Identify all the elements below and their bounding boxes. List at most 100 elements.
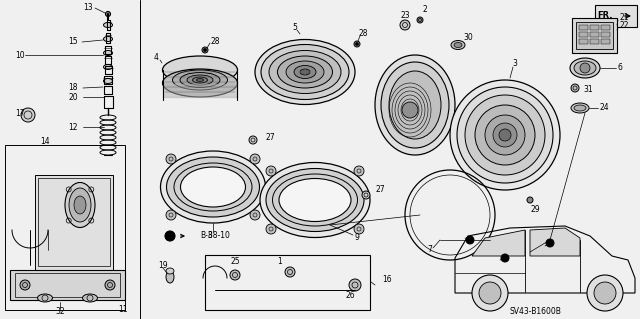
Text: 29: 29 [530,205,540,214]
Ellipse shape [260,162,370,238]
Circle shape [41,176,69,204]
Circle shape [527,197,533,203]
Bar [38,178,110,266]
Circle shape [166,210,176,220]
Circle shape [571,84,579,92]
Circle shape [230,270,240,280]
Circle shape [499,129,511,141]
Ellipse shape [104,23,113,27]
Circle shape [355,42,358,46]
Circle shape [580,63,590,73]
Text: 4: 4 [153,54,158,63]
Text: SV43-B1600B: SV43-B1600B [509,308,561,316]
Circle shape [250,210,260,220]
Circle shape [51,186,59,194]
Text: 27: 27 [375,186,385,195]
Bar [590,25,599,30]
Text: 32: 32 [55,308,65,316]
Ellipse shape [454,42,462,48]
Ellipse shape [266,168,364,232]
Text: 27: 27 [265,133,275,143]
Circle shape [417,17,423,23]
Ellipse shape [571,103,589,113]
Circle shape [485,115,525,155]
Polygon shape [472,230,525,256]
Text: 15: 15 [68,38,78,47]
Circle shape [249,136,257,144]
Circle shape [266,224,276,234]
Bar [35,175,113,270]
Circle shape [501,254,509,262]
Ellipse shape [104,36,113,41]
Text: 30: 30 [463,33,473,42]
Text: 7: 7 [428,246,433,255]
Ellipse shape [574,61,596,75]
Circle shape [106,11,111,17]
Bar [595,5,637,27]
Text: 3: 3 [513,58,517,68]
Text: 25: 25 [230,257,240,266]
Bar [601,39,610,44]
Ellipse shape [166,268,174,274]
Text: 20: 20 [68,93,78,101]
Circle shape [450,80,560,190]
Circle shape [165,231,175,241]
Ellipse shape [173,70,227,90]
Ellipse shape [104,78,113,84]
Bar [579,32,588,37]
Ellipse shape [163,69,237,97]
Text: B-38-10: B-38-10 [200,232,230,241]
Ellipse shape [180,72,220,87]
Ellipse shape [381,62,449,148]
Circle shape [21,108,35,122]
Bar [55,215,73,225]
Text: 28: 28 [358,29,368,39]
Text: 6: 6 [618,63,623,72]
Circle shape [472,275,508,311]
Circle shape [354,224,364,234]
Bar [15,273,120,297]
Ellipse shape [166,271,174,283]
Text: 18: 18 [68,84,78,93]
Text: 14: 14 [40,137,50,145]
Ellipse shape [187,75,213,85]
Bar [576,22,613,49]
Ellipse shape [451,41,465,49]
Ellipse shape [279,179,351,221]
Bar [205,255,370,310]
Text: 19: 19 [158,261,168,270]
Text: 23: 23 [400,11,410,19]
Bar [601,32,610,37]
Circle shape [475,105,535,165]
Bar [579,39,588,44]
Ellipse shape [570,58,600,78]
Bar [5,145,125,310]
Text: 24: 24 [600,103,610,113]
Circle shape [465,95,545,175]
Ellipse shape [300,69,310,75]
Text: 5: 5 [292,23,298,32]
Ellipse shape [180,167,246,207]
Text: 8: 8 [207,231,212,240]
Circle shape [250,154,260,164]
Bar [572,18,617,53]
Circle shape [166,154,176,164]
Text: 17: 17 [15,108,24,117]
Text: 28: 28 [211,36,220,46]
Text: 2: 2 [422,5,428,14]
Ellipse shape [294,65,316,78]
Ellipse shape [83,294,97,302]
Circle shape [466,236,474,244]
Ellipse shape [104,50,113,56]
Bar [590,39,599,44]
Circle shape [402,102,418,118]
Ellipse shape [389,71,441,139]
Ellipse shape [196,78,204,81]
Circle shape [46,181,64,199]
Circle shape [349,279,361,291]
Text: 16: 16 [382,276,392,285]
Ellipse shape [193,77,207,83]
Ellipse shape [161,151,266,223]
Ellipse shape [104,64,113,70]
Circle shape [266,166,276,176]
